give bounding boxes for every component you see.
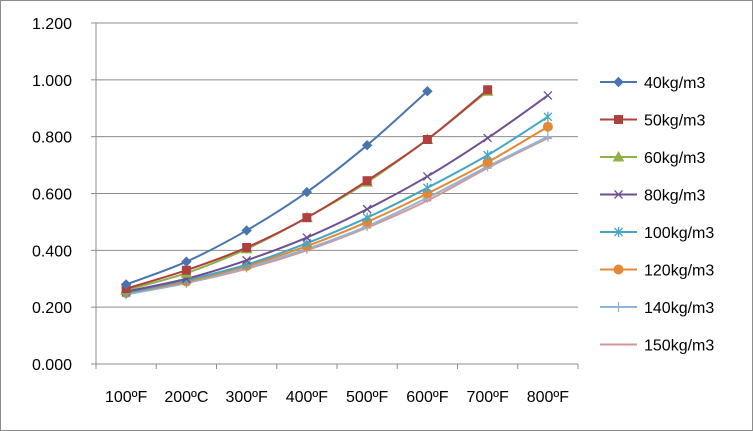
data-point — [483, 85, 493, 95]
x-tick-label: 700ºF — [466, 389, 509, 406]
legend-label: 120kg/m3 — [644, 263, 714, 280]
legend-item-60kg-m3: 60kg/m3 — [600, 150, 705, 167]
data-point — [483, 133, 493, 143]
data-point — [302, 233, 312, 243]
x-tick-label: 800ºF — [527, 389, 570, 406]
series-50kg-m3 — [121, 85, 493, 294]
series-40kg-m3 — [120, 85, 433, 290]
y-tick-label: 1.200 — [32, 16, 72, 33]
data-point — [542, 131, 553, 142]
series-group — [120, 85, 553, 300]
data-point — [422, 171, 432, 181]
data-point — [543, 91, 553, 100]
data-point — [361, 139, 373, 151]
x-tick-label: 400ºF — [286, 389, 329, 406]
data-point — [241, 225, 252, 236]
data-point — [362, 204, 372, 214]
data-point — [181, 256, 192, 267]
gridlines — [96, 22, 578, 308]
legend-marker — [614, 227, 623, 237]
legend-item-120kg-m3: 120kg/m3 — [600, 263, 714, 280]
series-line — [125, 135, 549, 296]
legend-label: 40kg/m3 — [644, 75, 705, 92]
legend-label: 150kg/m3 — [644, 338, 714, 355]
data-point — [542, 121, 553, 132]
legend-marker — [613, 76, 624, 88]
legend-item-140kg-m3: 140kg/m3 — [600, 300, 714, 317]
legend-label: 50kg/m3 — [644, 113, 705, 130]
y-tick-label: 0.600 — [32, 187, 72, 204]
data-point — [483, 150, 493, 161]
data-point — [242, 242, 252, 252]
y-tick-label: 0.200 — [32, 300, 72, 317]
legend-label: 80kg/m3 — [644, 188, 705, 205]
data-point — [543, 111, 553, 122]
x-tick-label: 100ºF — [105, 389, 148, 406]
data-point — [422, 135, 432, 145]
data-point — [120, 279, 132, 290]
y-tick-labels: 0.000 0.200 0.400 0.600 0.800 1.000 1.200 — [32, 16, 72, 374]
series-line — [125, 94, 549, 293]
legend-label: 140kg/m3 — [644, 300, 714, 317]
series-line — [125, 115, 549, 294]
legend-item-100kg-m3: 100kg/m3 — [600, 225, 714, 242]
x-tick-labels: 100ºF 200ºC 300ºF 400ºF 500ºF 600ºF 700ºF 800ºF — [105, 389, 569, 406]
series-80kg-m3 — [121, 91, 553, 296]
data-point — [362, 176, 372, 186]
legend: 40kg/m3 50kg/m3 60kg/m3 80kg/m3 100kg/m3 120k… — [600, 75, 714, 355]
legend-marker — [614, 190, 623, 199]
data-point — [181, 265, 191, 275]
legend-marker — [614, 115, 623, 124]
legend-item-80kg-m3: 80kg/m3 — [600, 188, 705, 205]
axes — [91, 22, 579, 369]
legend-marker — [613, 302, 624, 312]
data-point — [362, 212, 372, 223]
data-point — [242, 255, 252, 265]
x-tick-label: 600ºF — [406, 389, 449, 406]
y-tick-label: 0.400 — [32, 243, 72, 260]
legend-label: 100kg/m3 — [644, 225, 714, 242]
x-tick-label: 300ºF — [225, 389, 268, 406]
data-point — [301, 186, 313, 198]
data-point — [302, 213, 312, 223]
x-tick-label: 200ºC — [164, 389, 208, 406]
legend-label: 60kg/m3 — [644, 150, 705, 167]
legend-marker — [613, 264, 624, 275]
y-tick-label: 0.000 — [32, 357, 72, 374]
legend-item-150kg-m3: 150kg/m3 — [600, 338, 714, 355]
y-tick-label: 1.000 — [32, 73, 72, 90]
legend-marker — [612, 150, 625, 162]
data-point — [422, 85, 433, 97]
legend-item-40kg-m3: 40kg/m3 — [600, 75, 705, 92]
data-point — [422, 182, 432, 193]
y-tick-label: 0.800 — [32, 130, 72, 147]
series-line — [125, 90, 429, 286]
x-tick-label: 500ºF — [346, 389, 389, 406]
legend-item-50kg-m3: 50kg/m3 — [600, 113, 705, 130]
